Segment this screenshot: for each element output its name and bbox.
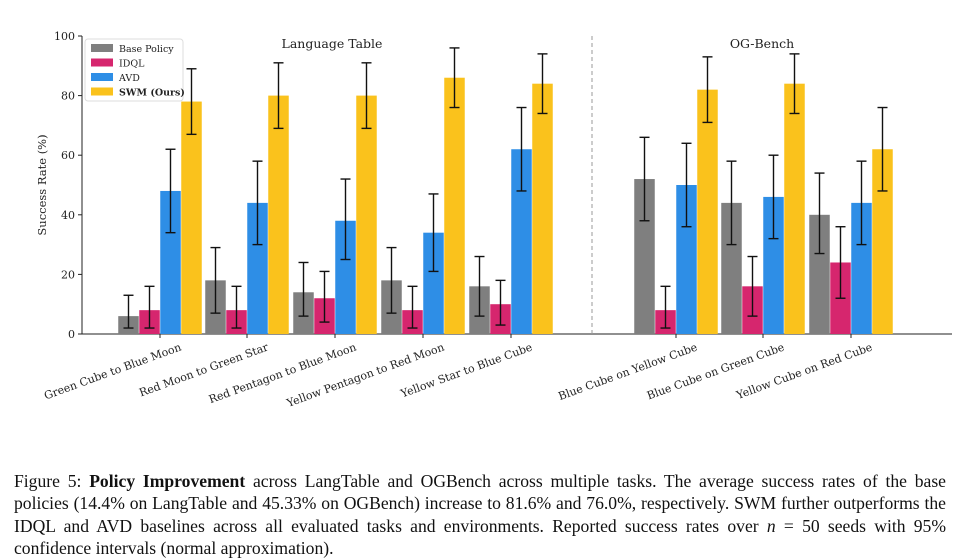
y-tick-label: 20 [61, 268, 75, 281]
bar-avd [335, 220, 356, 334]
bar-avd [851, 202, 872, 334]
panel-title: Language Table [282, 36, 383, 51]
bar-avd [160, 190, 181, 334]
legend-label: IDQL [119, 59, 145, 70]
caption-bold-title: Policy Improvement [89, 470, 246, 491]
bar-swm-ours [872, 149, 893, 334]
x-tick-label: Red Pentagon to Blue Moon [207, 341, 358, 407]
bar-base-policy [721, 202, 742, 334]
legend-label: SWM (Ours) [119, 88, 185, 99]
bar-avd [247, 202, 268, 334]
bar-swm-ours [356, 95, 377, 334]
caption-label: Figure 5: [14, 470, 82, 491]
y-tick-label: 80 [61, 90, 75, 103]
legend-swatch [91, 58, 113, 67]
legend: Base Policy IDQL AVD SWM (Ours) [84, 38, 185, 102]
chart-svg: 0 20 40 60 80 100 Success Rate (%) Language Tab… [35, 30, 952, 411]
caption-text-2: = 50 seeds with 95% confidence intervals… [14, 515, 946, 559]
legend-swatch [91, 87, 113, 96]
bar-swm-ours [697, 89, 718, 334]
x-tick-label: Yellow Pentagon to Red Moon [284, 341, 446, 411]
bar-avd [763, 196, 784, 334]
bar-base-policy [809, 214, 830, 334]
y-tick-label: 100 [54, 30, 75, 43]
legend-box [84, 38, 184, 102]
bar-base-policy [634, 179, 655, 334]
y-axis-label: Success Rate (%) [35, 134, 49, 235]
panel-title: OG-Bench [730, 36, 794, 51]
y-tick-label: 60 [61, 149, 75, 162]
bar-swm-ours [532, 83, 553, 335]
y-tick-label: 0 [68, 328, 75, 341]
bar-avd [676, 185, 697, 334]
bar-swm-ours [181, 101, 202, 334]
caption-math-n: n [766, 515, 776, 536]
bar-swm-ours [784, 83, 805, 335]
legend-swatch [91, 73, 113, 81]
legend-swatch [91, 44, 113, 52]
x-tick-label: Blue Cube on Yellow Cube [557, 341, 699, 403]
bar-swm-ours [268, 95, 289, 334]
caption-text-1: across LangTable and OGBench across mult… [14, 470, 946, 536]
y-tick-label: 40 [61, 209, 75, 222]
bar-swm-ours [444, 77, 465, 334]
bar-chart-figure: 0 20 40 60 80 100 Success Rate (%) Language Tab… [35, 30, 952, 411]
legend-label: Base Policy [119, 44, 174, 55]
x-tick-label: Green Cube to Blue Moon [42, 341, 183, 403]
legend-label: AVD [118, 73, 140, 84]
bar-avd [423, 232, 444, 334]
figure-caption: Figure 5: Policy Improvement across Lang… [14, 470, 946, 560]
bar-avd [511, 149, 532, 334]
